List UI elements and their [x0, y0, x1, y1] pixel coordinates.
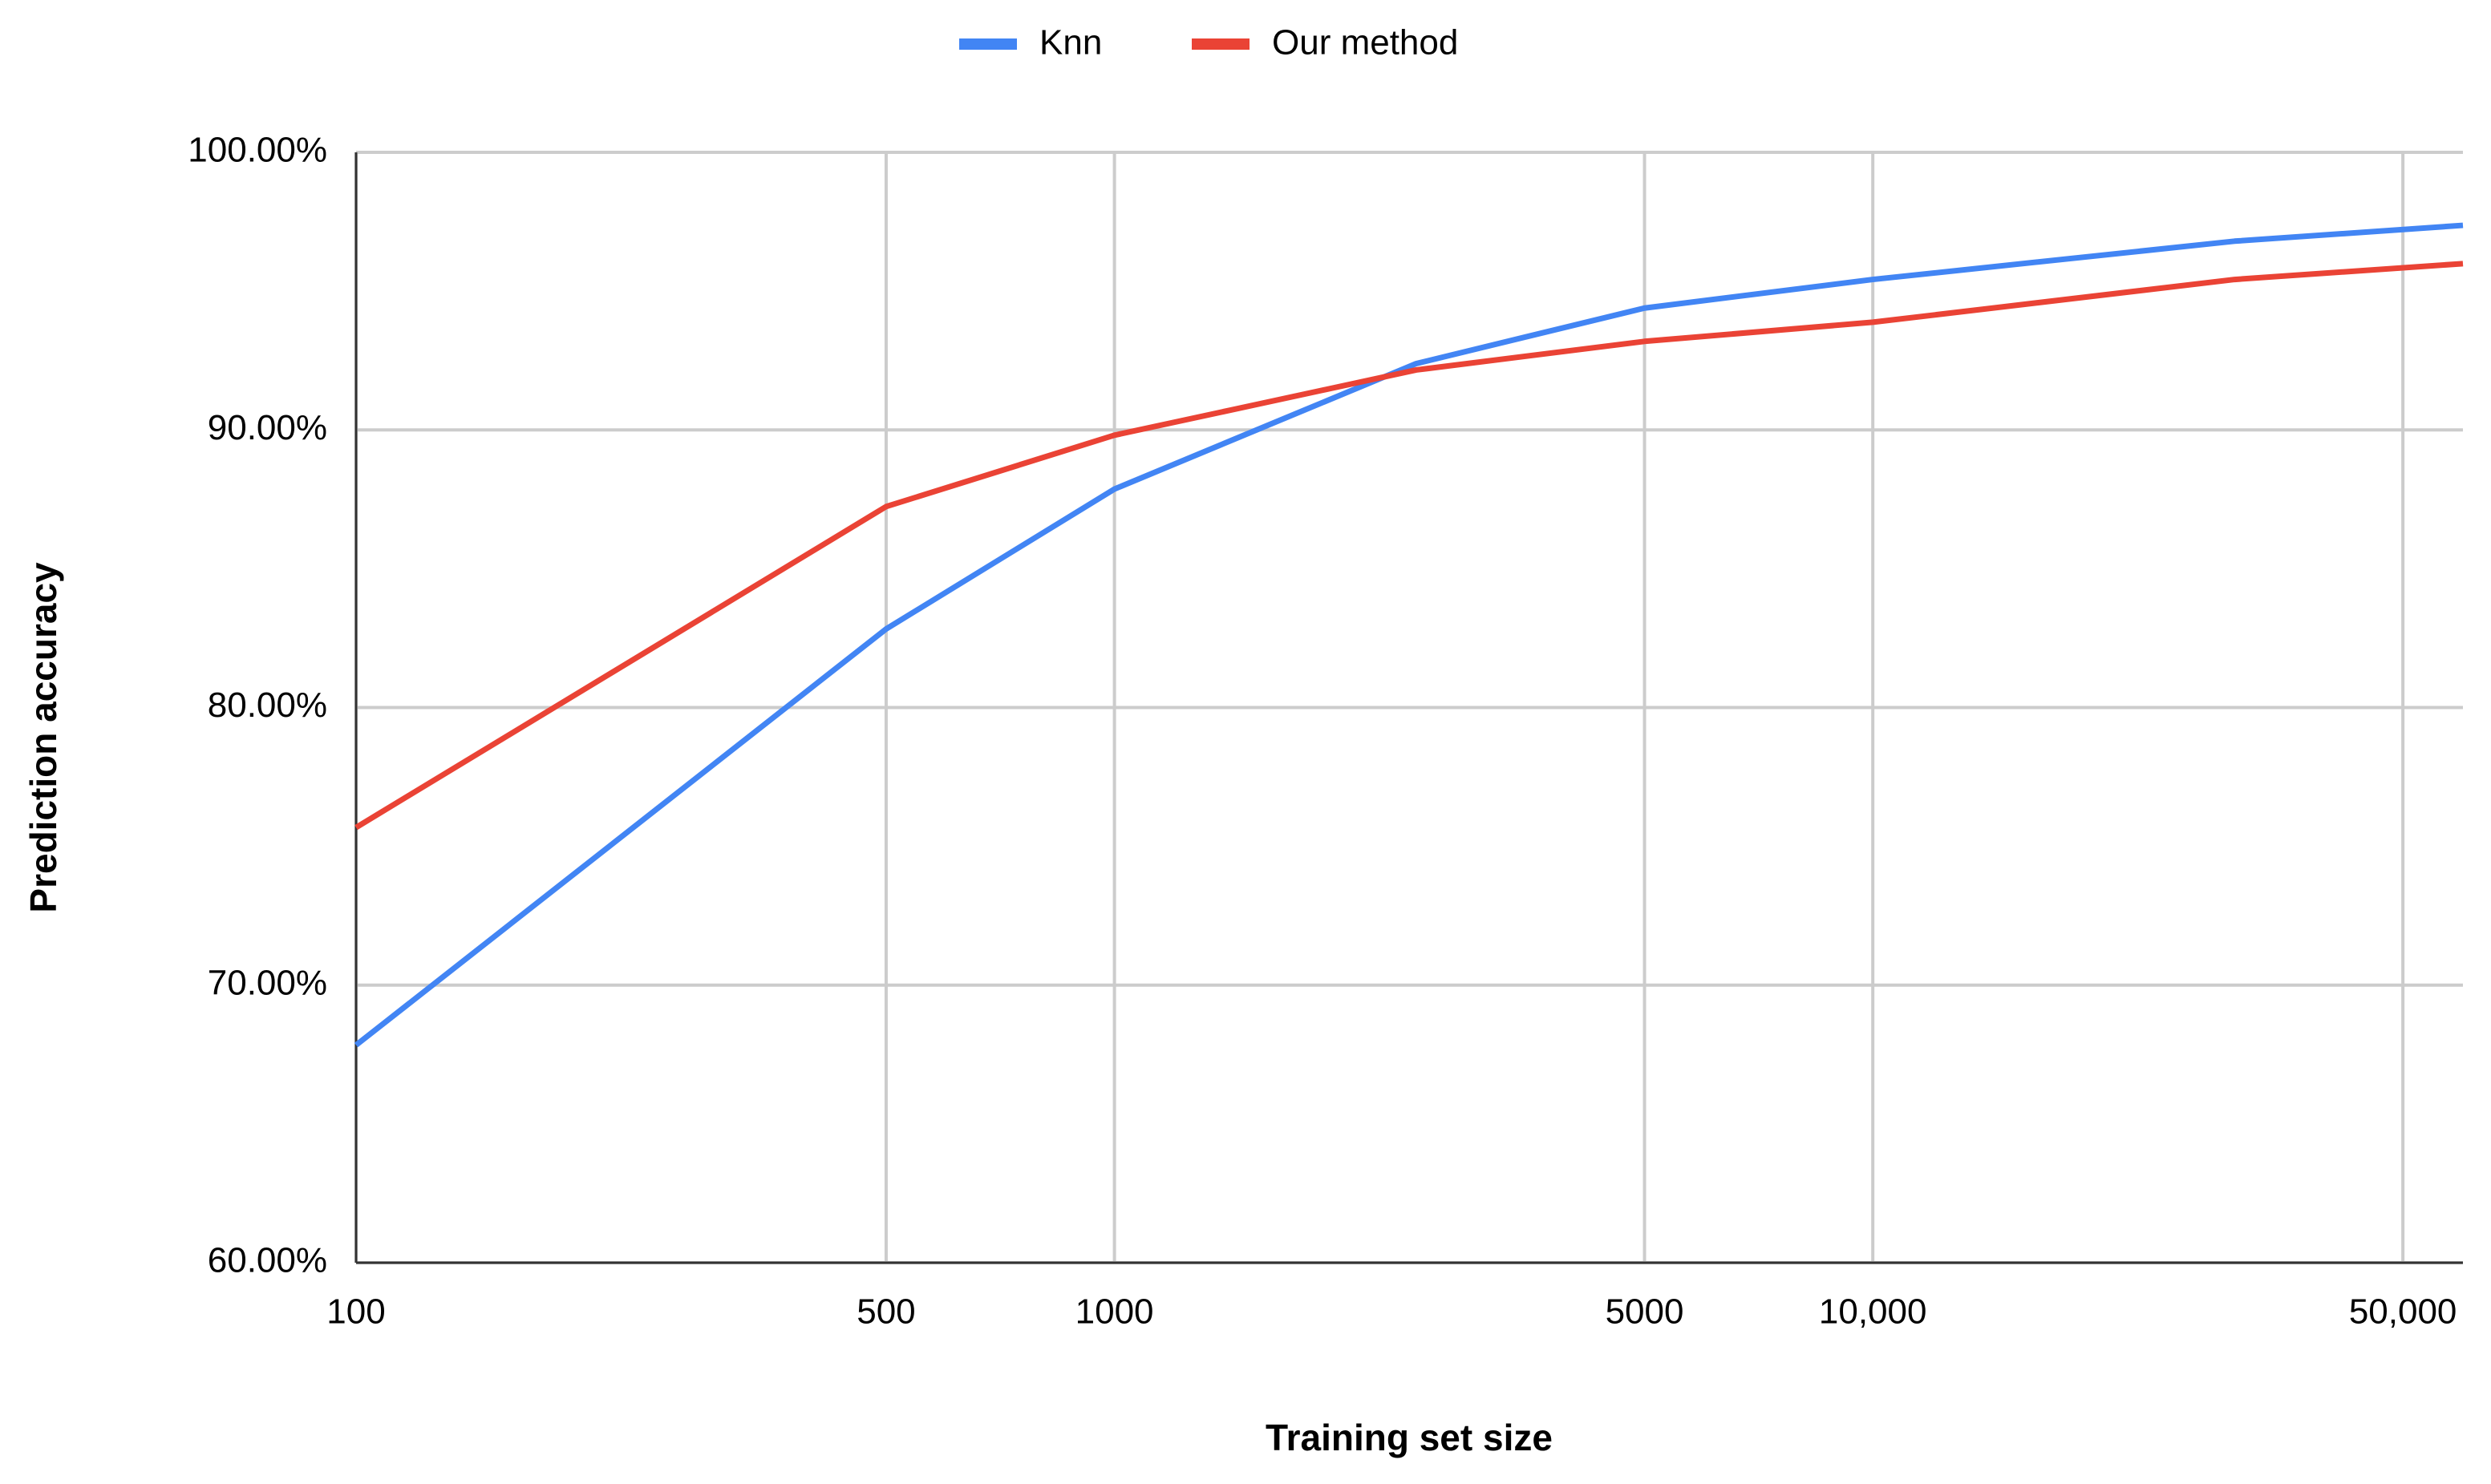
y-tick-label: 80.00% [208, 685, 327, 725]
x-tick-label: 100 [326, 1292, 385, 1332]
x-tick-label: 10,000 [1819, 1292, 1927, 1332]
series-line [354, 261, 2464, 831]
legend-swatch [1192, 38, 1250, 50]
x-tick-label: 500 [857, 1292, 915, 1332]
x-axis-title: Training set size [1266, 1417, 1553, 1458]
x-tick-label: 50,000 [2349, 1292, 2457, 1332]
legend-label: Our method [1272, 23, 1458, 63]
y-tick-label: 100.00% [188, 131, 327, 170]
y-axis-title: Prediction accuracy [22, 562, 64, 913]
y-tick-label: 70.00% [208, 963, 327, 1002]
series-line [354, 222, 2464, 1048]
x-tick-label: 1000 [1075, 1292, 1154, 1332]
x-tick-label: 5000 [1606, 1292, 1684, 1332]
legend-label: Knn [1039, 23, 1102, 63]
legend-swatch [959, 38, 1017, 50]
y-tick-label: 90.00% [208, 408, 327, 447]
y-tick-label: 60.00% [208, 1241, 327, 1280]
